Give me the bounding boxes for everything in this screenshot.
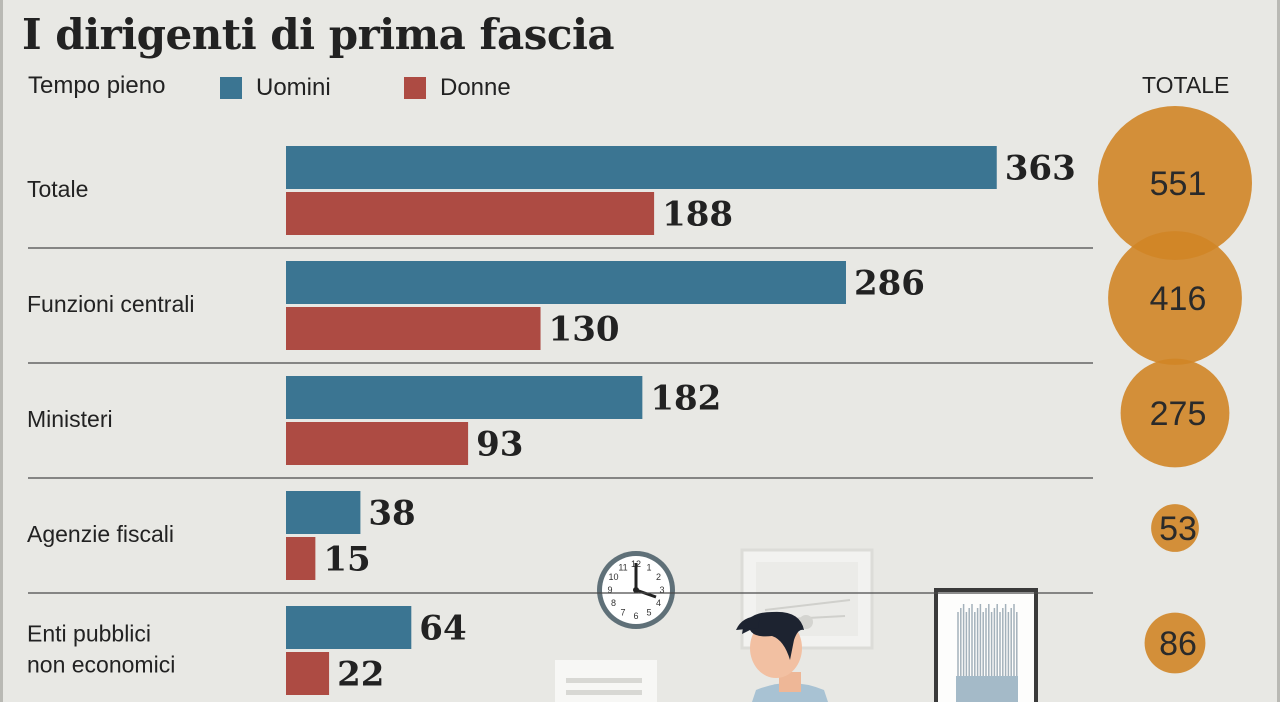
clock-numeral: 2 [656,572,661,582]
clock-numeral: 1 [646,562,651,572]
wall-art-icon [936,590,1036,702]
value-label-uomini-funzioni-centrali: 286 [854,264,925,304]
category-label-line: Enti pubblici [27,621,151,647]
bar-uomini-enti-pubblici-non-economici [286,606,411,649]
category-label-agenzie-fiscali: Agenzie fiscali [27,521,174,547]
total-label-totale: 551 [1150,165,1207,203]
value-label-donne-ministeri: 93 [476,425,523,465]
office-illustration: 121234567891011 [555,550,1036,702]
bar-donne-enti-pubblici-non-economici [286,652,329,695]
wall-clock-icon: 121234567891011 [597,551,675,629]
bar-uomini-agenzie-fiscali [286,491,360,534]
category-label-ministeri: Ministeri [27,406,113,432]
category-label-line: Totale [27,176,88,202]
total-label-funzioni-centrali: 416 [1150,280,1207,318]
value-label-donne-agenzie-fiscali: 15 [323,540,370,580]
value-label-uomini-totale: 363 [1005,149,1076,189]
value-label-donne-totale: 188 [662,195,733,235]
clock-numeral: 4 [656,598,661,608]
calendar-icon [555,660,657,702]
category-label-enti-pubblici-non-economici: Enti pubblici non economici [27,621,175,678]
total-label-agenzie-fiscali: 53 [1159,510,1197,548]
category-label-line: Funzioni centrali [27,291,194,317]
clock-numeral: 6 [633,611,638,621]
clock-numeral: 7 [620,608,625,618]
bar-donne-ministeri [286,422,468,465]
bar-uomini-ministeri [286,376,642,419]
category-label-line: non economici [27,652,175,678]
category-label-line: Ministeri [27,406,113,432]
bar-uomini-funzioni-centrali [286,261,846,304]
total-label-ministeri: 275 [1150,395,1207,433]
clock-numeral: 10 [608,572,618,582]
bar-donne-funzioni-centrali [286,307,541,350]
value-label-uomini-agenzie-fiscali: 38 [368,494,415,534]
clock-numeral: 11 [618,562,627,572]
value-label-uomini-ministeri: 182 [650,379,721,419]
category-label-line: Agenzie fiscali [27,521,174,547]
value-label-donne-funzioni-centrali: 130 [549,310,620,350]
category-label-totale: Totale [27,176,88,202]
clock-numeral: 5 [646,608,651,618]
bar-uomini-totale [286,146,997,189]
total-label-enti-pubblici-non-economici: 86 [1159,625,1197,663]
clock-numeral: 8 [611,598,616,608]
bar-donne-agenzie-fiscali [286,537,315,580]
value-label-uomini-enti-pubblici-non-economici: 64 [419,609,466,649]
value-label-donne-enti-pubblici-non-economici: 22 [337,655,384,695]
bar-donne-totale [286,192,654,235]
category-label-funzioni-centrali: Funzioni centrali [27,291,194,317]
